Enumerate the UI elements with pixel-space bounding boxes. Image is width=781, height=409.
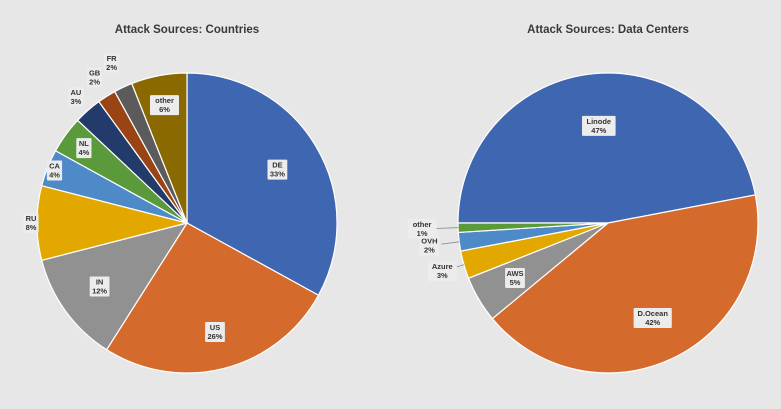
leader-line [441, 241, 460, 245]
slice-label-box [76, 138, 92, 159]
pie-slice-linode [457, 72, 757, 224]
slice-label-name: other [155, 96, 174, 105]
chart-title-countries: Attack Sources: Countries [114, 24, 260, 36]
slice-label-value: 12% [92, 287, 107, 296]
slice-label-name: US [210, 323, 220, 332]
slice-label-name: Linode [587, 117, 612, 126]
slice-label-box [89, 276, 110, 297]
slice-label-box [205, 322, 225, 342]
slice-label-name: AWS [506, 269, 523, 278]
pie-label-ru: RU8% [23, 213, 39, 233]
slice-label-name: RU [26, 214, 37, 223]
pie-label-fr: FR2% [104, 52, 120, 73]
slice-label-box [582, 115, 616, 136]
slice-label-value: 4% [49, 171, 60, 180]
leader-line [434, 227, 459, 229]
pie-slice-in [40, 222, 189, 351]
slice-label-name: OVH [421, 237, 437, 246]
slice-label-name: DE [272, 161, 282, 170]
slice-label-value: 5% [510, 278, 521, 287]
slice-label-box [267, 159, 288, 180]
slice-label-box [104, 52, 120, 73]
slice-label-box [633, 308, 672, 328]
chart-title-datacenters: Attack Sources: Data Centers [527, 24, 689, 36]
slice-label-name: D.Ocean [637, 309, 668, 318]
pie-slice-us [105, 222, 320, 374]
slice-label-value: 2% [89, 77, 100, 86]
slice-label-name: NL [79, 139, 89, 148]
slice-label-box [23, 213, 39, 233]
slice-label-value: 6% [159, 105, 170, 114]
slice-label-box [68, 87, 84, 107]
slice-label-box [87, 67, 103, 88]
slice-label-box [505, 268, 525, 288]
slice-label-name: IN [96, 278, 104, 287]
slice-label-value: 2% [424, 246, 435, 255]
pie-slice-d-ocean [491, 194, 759, 374]
pie-labels-datacenters: Linode47%D.Ocean42%AWS5%Azure3%OVH2%othe… [407, 115, 672, 328]
slice-label-box [150, 95, 179, 116]
slice-label-value: 8% [26, 223, 37, 232]
slice-label-box [46, 160, 63, 181]
pie-label-ca: CA4% [46, 160, 63, 181]
slice-label-name: Azure [432, 262, 453, 271]
slice-label-name: other [413, 220, 432, 229]
slice-label-name: FR [107, 54, 118, 63]
pie-slice-de [186, 72, 338, 297]
pie-label-gb: GB2% [87, 67, 103, 88]
slice-label-box [419, 235, 440, 256]
slice-label-name: GB [89, 68, 101, 77]
slice-label-value: 4% [78, 148, 89, 157]
slice-label-value: 2% [106, 63, 117, 72]
slice-label-box [407, 218, 437, 239]
slice-label-value: 42% [645, 318, 660, 327]
slice-label-value: 33% [270, 170, 285, 179]
slice-label-value: 1% [417, 229, 428, 238]
slice-label-name: AU [70, 88, 81, 97]
slice-label-name: CA [49, 162, 60, 171]
pie-datacenters [457, 72, 759, 374]
slice-label-value: 3% [437, 271, 448, 280]
pie-label-nl: NL4% [76, 138, 92, 159]
slice-label-value: 47% [591, 126, 606, 135]
pie-labels-countries: DE33%US26%IN12%RU8%CA4%NL4%AU3%GB2%FR2%o… [23, 52, 288, 342]
slice-label-box [427, 261, 457, 282]
pie-label-au: AU3% [68, 87, 84, 107]
slice-label-value: 26% [207, 332, 222, 341]
pie-countries [36, 72, 338, 374]
slice-label-value: 3% [70, 97, 81, 106]
